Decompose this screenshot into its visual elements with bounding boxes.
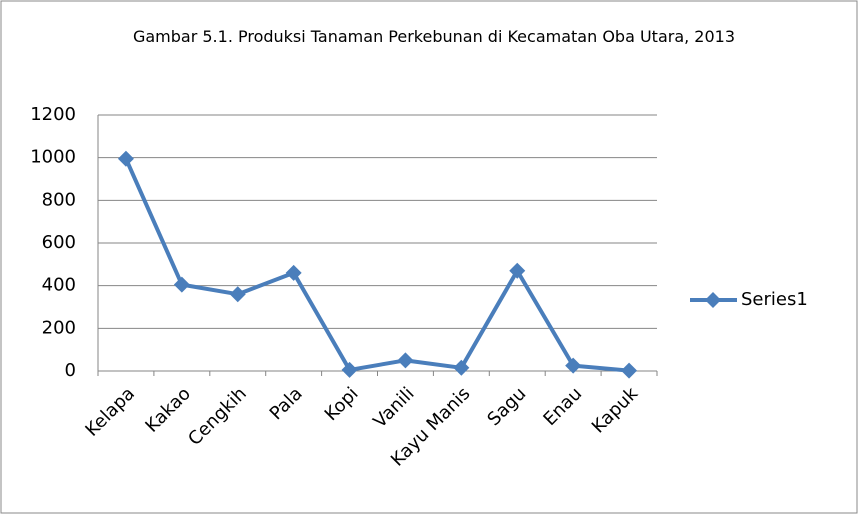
- chart-title: Gambar 5.1. Produksi Tanaman Perkebunan …: [132, 27, 736, 46]
- marker: [341, 361, 358, 378]
- y-tick-label: 600: [42, 232, 76, 253]
- legend-label: Series1: [741, 289, 808, 310]
- marker: [285, 264, 302, 281]
- marker: [173, 276, 190, 293]
- y-tick-label: 1000: [30, 147, 76, 168]
- marker: [229, 286, 246, 303]
- marker: [117, 150, 134, 167]
- y-tick-label: 0: [65, 360, 76, 381]
- legend-marker: [705, 292, 721, 308]
- y-tick-label: 400: [42, 275, 76, 296]
- line: [124, 157, 630, 373]
- marker: [565, 357, 582, 374]
- y-tick-label: 800: [42, 189, 76, 210]
- y-tick-label: 200: [42, 317, 76, 338]
- marker: [621, 362, 638, 379]
- marker: [509, 262, 526, 279]
- marker: [397, 352, 414, 369]
- marker: [453, 359, 470, 376]
- y-tick-label: 1200: [30, 104, 76, 125]
